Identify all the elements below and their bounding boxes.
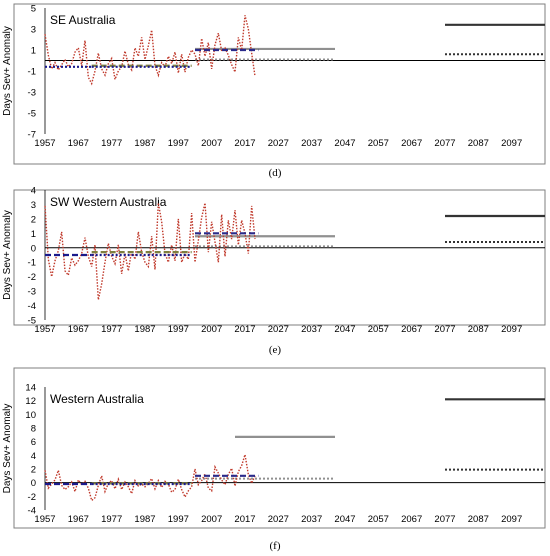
y-tick-label: 1	[31, 46, 36, 57]
x-tick-label: 2037	[301, 138, 322, 149]
x-tick-label: 2077	[434, 514, 455, 525]
panel-frame	[13, 367, 546, 529]
y-tick-label: 4	[31, 451, 36, 462]
x-tick-label: 1977	[101, 324, 122, 335]
y-tick-label: 2	[31, 465, 36, 476]
x-tick-label: 2047	[334, 138, 355, 149]
x-tick-label: 1957	[34, 514, 55, 525]
y-axis-label: Days Sev+ Anomaly	[2, 26, 13, 116]
y-axis-label: Days Sev+ Anomaly	[2, 210, 13, 300]
panel-caption: (d)	[269, 167, 282, 179]
x-tick-label: 2087	[468, 514, 489, 525]
x-tick-label: 1957	[34, 324, 55, 335]
y-tick-label: 14	[25, 383, 36, 394]
x-tick-label: 2077	[434, 138, 455, 149]
x-tick-label: 1977	[101, 138, 122, 149]
x-tick-label: 2037	[301, 324, 322, 335]
y-tick-label: -5	[28, 109, 36, 120]
x-tick-label: 2007	[201, 514, 222, 525]
x-tick-label: 2067	[401, 138, 422, 149]
y-tick-label: 3	[31, 200, 36, 211]
x-tick-label: 1967	[68, 514, 89, 525]
y-tick-label: -3	[28, 287, 36, 298]
y-tick-label: -7	[28, 130, 36, 141]
y-tick-label: 12	[25, 396, 36, 407]
y-tick-label: -4	[28, 301, 36, 312]
panel-frame	[13, 189, 546, 326]
x-tick-label: 1987	[134, 324, 155, 335]
y-tick-label: 3	[31, 25, 36, 36]
y-tick-label: 2	[31, 214, 36, 225]
y-tick-label: 10	[25, 410, 36, 421]
y-tick-label: 0	[31, 478, 36, 489]
y-tick-label: -1	[28, 258, 36, 269]
panel-caption: (e)	[269, 344, 282, 356]
y-tick-label: -3	[28, 88, 36, 99]
y-tick-label: 6	[31, 437, 36, 448]
x-tick-label: 2097	[501, 138, 522, 149]
y-tick-label: -2	[28, 272, 36, 283]
x-tick-label: 2067	[401, 324, 422, 335]
y-tick-label: 5	[31, 4, 36, 15]
observed-series-line	[44, 454, 256, 502]
x-tick-label: 1987	[134, 514, 155, 525]
x-tick-label: 2097	[501, 324, 522, 335]
x-tick-label: 1997	[168, 514, 189, 525]
panel-title: SE Australia	[50, 13, 116, 27]
y-tick-label: -1	[28, 67, 36, 78]
y-tick-label: -4	[28, 506, 36, 517]
x-tick-label: 2007	[201, 324, 222, 335]
x-tick-label: 2017	[234, 514, 255, 525]
x-tick-label: 2037	[301, 514, 322, 525]
x-tick-label: 2067	[401, 514, 422, 525]
x-tick-label: 1987	[134, 138, 155, 149]
x-tick-label: 1967	[68, 138, 89, 149]
x-tick-label: 2057	[368, 324, 389, 335]
x-tick-label: 2027	[268, 514, 289, 525]
y-tick-label: -2	[28, 492, 36, 503]
x-tick-label: 2087	[468, 324, 489, 335]
panel-title: Western Australia	[50, 392, 144, 406]
x-tick-label: 2097	[501, 514, 522, 525]
y-tick-label: 0	[31, 243, 36, 254]
panel-title: SW Western Australia	[50, 195, 167, 209]
x-tick-label: 1997	[168, 138, 189, 149]
x-tick-label: 2087	[468, 138, 489, 149]
x-tick-label: 1997	[168, 324, 189, 335]
x-tick-label: 2047	[334, 514, 355, 525]
y-tick-label: -5	[28, 316, 36, 327]
x-tick-label: 2057	[368, 138, 389, 149]
x-tick-label: 2047	[334, 324, 355, 335]
x-tick-label: 1977	[101, 514, 122, 525]
y-tick-label: 1	[31, 229, 36, 240]
x-tick-label: 2057	[368, 514, 389, 525]
x-tick-label: 2017	[234, 324, 255, 335]
panel-frame	[13, 3, 546, 165]
x-tick-label: 1967	[68, 324, 89, 335]
observed-series-line	[44, 15, 256, 86]
x-tick-label: 2027	[268, 324, 289, 335]
x-tick-label: 2077	[434, 324, 455, 335]
panel-caption: (f)	[270, 540, 281, 552]
y-tick-label: 4	[31, 186, 36, 197]
y-tick-label: 8	[31, 424, 36, 435]
x-tick-label: 2007	[201, 138, 222, 149]
y-axis-label: Days Sev+ Anomaly	[2, 404, 13, 494]
x-tick-label: 2017	[234, 138, 255, 149]
x-tick-label: 1957	[34, 138, 55, 149]
x-tick-label: 2027	[268, 138, 289, 149]
